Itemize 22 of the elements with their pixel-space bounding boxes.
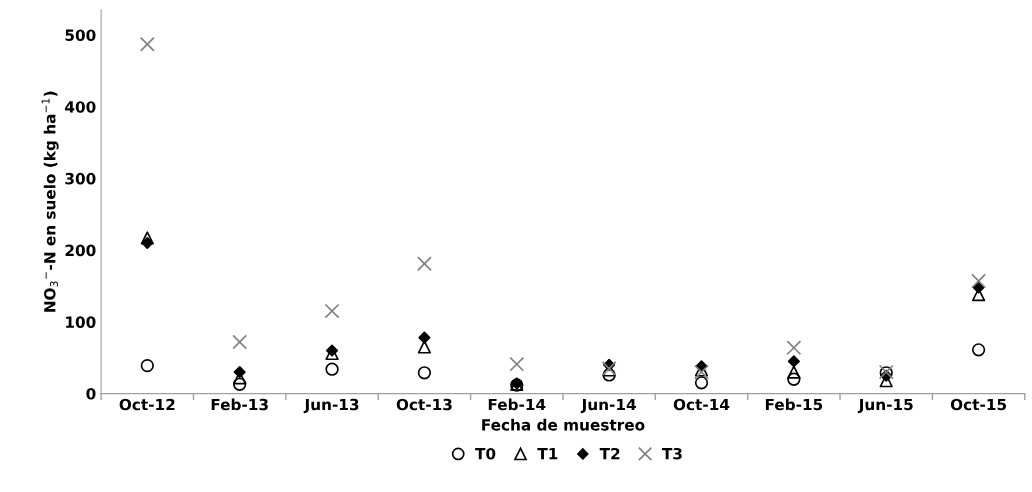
y-tick-label: 0 (86, 388, 96, 400)
x-tick-label: Oct-13 (396, 398, 452, 411)
y-tick-label: 200 (65, 244, 96, 257)
x-tick-label: Oct-15 (950, 398, 1006, 411)
x-tick-label: Jun-14 (580, 398, 636, 414)
legend-label: T1 (537, 448, 558, 460)
legend-label: T0 (475, 447, 496, 460)
y-axis-title: NO$_{3}$$^{−}$-N en suelo (kg ha$^{−1}$) (41, 91, 59, 312)
x-tick-label: Oct-12 (119, 398, 175, 411)
legend-label: T3 (662, 447, 682, 460)
y-tick-label: 300 (65, 172, 96, 185)
legend-label: T2 (599, 447, 620, 460)
x-tick-label: Oct-14 (673, 398, 730, 411)
x-tick-label: Jun-13 (303, 398, 359, 414)
x-tick-label: Feb-13 (211, 398, 268, 411)
x-tick-label: Jun-15 (857, 398, 913, 414)
y-tick-label: 100 (66, 316, 96, 328)
x-axis-title: Fecha de muestreo (482, 418, 645, 431)
y-tick-label: 400 (65, 101, 96, 113)
y-tick-label: 500 (65, 29, 96, 41)
x-tick-label: Feb-15 (765, 398, 823, 411)
x-tick-label: Feb-14 (488, 398, 546, 411)
